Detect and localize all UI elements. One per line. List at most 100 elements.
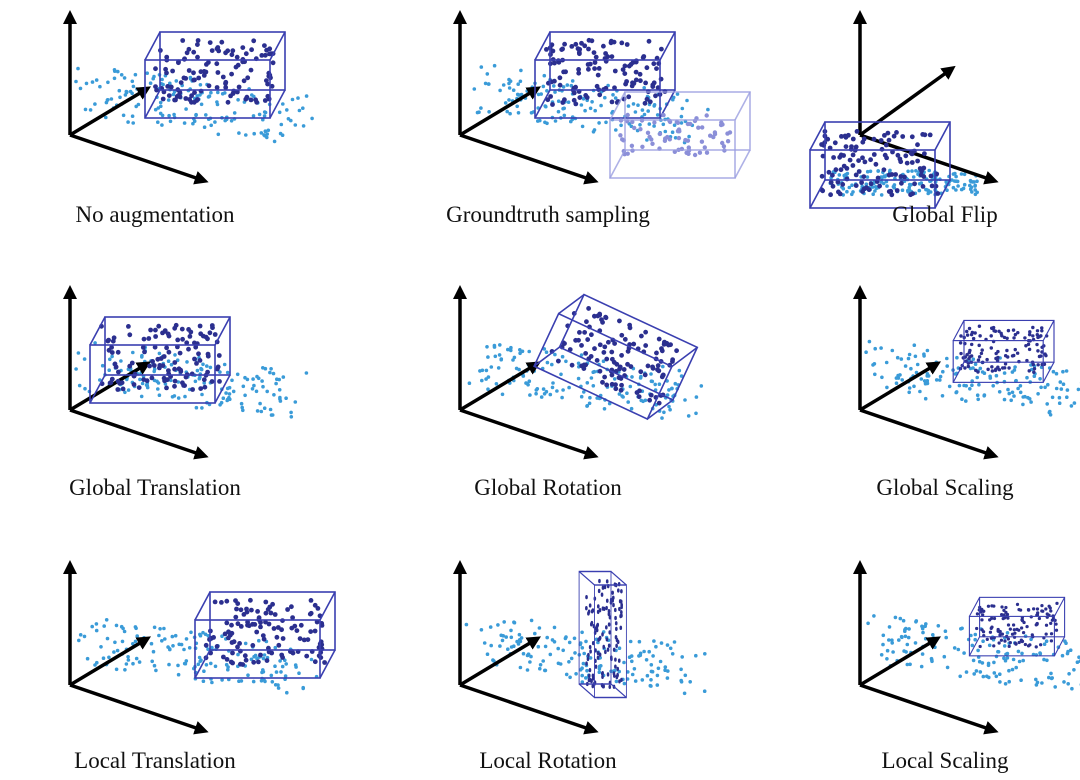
point [263,680,267,684]
point [685,99,689,103]
point [216,91,220,95]
point [1058,401,1062,405]
object-point [609,39,614,44]
point [615,680,619,684]
point [222,396,226,400]
point [971,644,975,648]
object-point [279,627,284,632]
point [619,124,623,128]
object-point [895,188,900,193]
point [135,657,139,661]
point [113,641,117,645]
point [242,385,246,389]
point [519,80,523,84]
object-point [258,625,263,630]
object-point [593,60,598,65]
point [1067,672,1071,676]
object-point [915,142,920,147]
point [509,629,513,633]
point [1043,386,1047,390]
object-point [978,334,981,337]
point [900,357,904,361]
point [618,392,622,396]
point [866,170,870,174]
point [244,133,248,137]
point [874,185,878,189]
point [279,670,283,674]
point [171,644,175,648]
object-point [638,369,644,375]
point [882,634,886,638]
point [545,122,549,126]
object-point [191,50,196,55]
object-point [1025,625,1028,628]
point [593,128,597,132]
point [497,366,501,370]
point [244,642,248,646]
point [513,621,517,625]
point [510,636,514,640]
point [1012,658,1016,662]
point [976,649,980,653]
figure: No augmentationGroundtruth samplingGloba… [0,0,1080,780]
point [633,667,637,671]
point [1039,386,1043,390]
point [281,102,285,106]
point [906,643,910,647]
object-point [148,328,153,333]
point [938,378,942,382]
object-point [1007,329,1010,332]
object-point [585,606,588,610]
object-point [859,180,864,185]
point [118,89,122,93]
object-point [631,341,637,347]
point [145,71,149,75]
object-point [855,129,860,134]
point [1012,394,1016,398]
object-point [192,78,197,83]
point [639,399,643,403]
point [643,113,647,117]
object-point [620,599,623,603]
point [920,377,924,381]
point [977,383,981,387]
point [294,400,298,404]
point [477,110,481,114]
point [646,109,650,113]
object-point [608,685,611,689]
point [538,119,542,123]
object-point [725,131,729,135]
point [914,169,918,173]
object-point [618,352,624,358]
panel: Local Rotation [460,567,707,773]
point [230,379,234,383]
object-point [653,350,659,356]
point [236,653,240,657]
object-point [576,329,582,335]
point [91,80,95,84]
object-point [180,337,185,342]
point [177,673,181,677]
object-point [819,142,824,147]
object-point [688,122,692,126]
point [490,365,494,369]
object-point [589,649,592,653]
object-point [1017,608,1020,611]
object-point [285,607,290,612]
object-point [676,121,680,125]
point [177,396,181,400]
point [995,655,999,659]
point [481,369,485,373]
point [121,640,125,644]
object-point [225,657,230,662]
object-point [990,346,993,349]
point [489,625,493,629]
point [199,658,203,662]
point [1077,388,1080,392]
point [997,650,1001,654]
point [613,377,617,381]
point [473,87,477,91]
object-point [928,133,933,138]
point [943,655,947,659]
axis-x [70,135,202,180]
